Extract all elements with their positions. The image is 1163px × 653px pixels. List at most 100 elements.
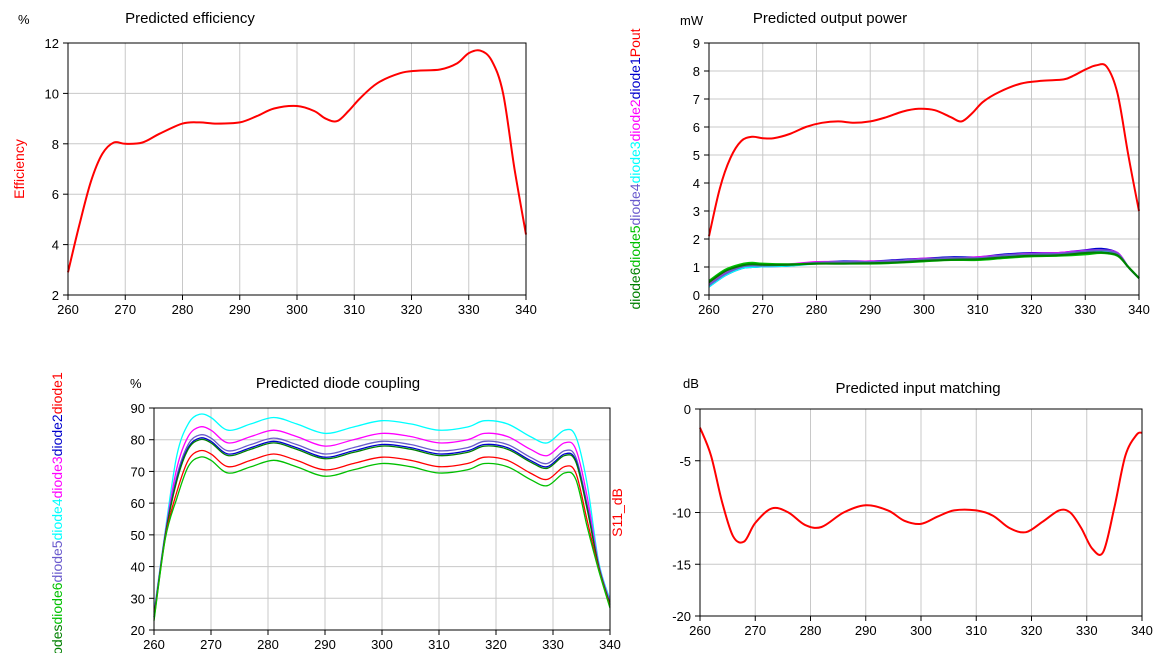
output_power-y-label-part: diode4 [627,183,643,225]
output_power-y-label-part: diode5 [627,225,643,267]
input_matching-x-tick-label: 280 [800,623,822,638]
input_matching-y-tick-label: -20 [672,609,691,624]
diode-coupling-y-axis-label: diodesdiode6diode5diode4diode3diode2diod… [49,372,65,653]
diode_coupling-x-tick-label: 300 [371,637,393,652]
diode_coupling-series-line [153,434,611,617]
input_matching-x-tick-label: 260 [689,623,711,638]
input_matching-x-tick-label: 330 [1076,623,1098,638]
efficiency-y-tick-label: 12 [45,36,59,51]
output_power-series-line [708,251,1140,284]
input_matching-series-line [699,427,1143,556]
efficiency-y-tick-label: 8 [52,137,59,152]
input_matching-x-tick-label: 320 [1021,623,1043,638]
output_power-x-tick-label: 310 [967,302,989,317]
diode_coupling-y-tick-label: 40 [131,560,145,575]
efficiency-y-tick-label: 6 [52,187,59,202]
output_power-y-label-part: diode2 [627,99,643,141]
efficiency-y-tick-label: 2 [52,288,59,303]
diode_coupling-series-line [153,426,611,615]
diode_coupling-series-line [153,438,611,618]
input_matching-x-tick-label: 340 [1131,623,1153,638]
efficiency-x-tick-label: 310 [343,302,365,317]
diode_coupling-series-line [153,413,611,613]
input_matching-y-label-part: S11_dB [609,488,625,537]
output_power-y-tick-label: 4 [693,176,700,191]
efficiency-x-tick-label: 290 [229,302,251,317]
input_matching-y-tick-label: -5 [679,454,691,469]
output_power-x-tick-label: 330 [1074,302,1096,317]
output_power-y-label-part: Pout [627,28,643,57]
diode_coupling-y-tick-label: 80 [131,433,145,448]
diode_coupling-x-tick-label: 320 [485,637,507,652]
output_power-x-tick-label: 320 [1021,302,1043,317]
output_power-y-tick-label: 9 [693,36,700,51]
efficiency-x-tick-label: 300 [286,302,308,317]
output_power-y-tick-label: 8 [693,64,700,79]
output_power-y-tick-label: 2 [693,232,700,247]
output_power-y-tick-label: 5 [693,148,700,163]
output_power-y-tick-label: 0 [693,288,700,303]
efficiency-chart-unit: % [18,12,30,27]
efficiency-y-tick-label: 4 [52,238,59,253]
diode_coupling-y-label-part: diode4 [49,498,65,540]
diode-coupling-chart: Predicted diode coupling % 260 270 280 290 3… [49,372,621,653]
diode_coupling-y-tick-label: 50 [131,528,145,543]
input-matching-chart-title: Predicted input matching [835,380,1000,397]
input-matching-chart-unit: dB [683,376,699,391]
diode_coupling-y-label-part: diode2 [49,414,65,456]
output_power-y-tick-label: 7 [693,92,700,107]
output_power-y-label-part: diode6 [627,267,643,309]
diode_coupling-y-label-part: diode5 [49,540,65,582]
output-power-chart-title: Predicted output power [753,10,907,27]
diode_coupling-x-tick-label: 340 [599,637,621,652]
diode-coupling-chart-title: Predicted diode coupling [256,375,420,392]
efficiency-x-tick-label: 270 [114,302,136,317]
efficiency-y-tick-label: 10 [45,86,59,101]
efficiency-x-tick-label: 260 [57,302,79,317]
efficiency-series-line [67,49,527,273]
diode_coupling-y-tick-label: 70 [131,464,145,479]
input-matching-chart: Predicted input matching dB 260 270 280 290… [609,376,1153,638]
output_power-x-tick-label: 260 [698,302,720,317]
output-power-chart-unit: mW [680,13,704,28]
diode_coupling-x-tick-label: 270 [200,637,222,652]
input_matching-x-tick-label: 270 [744,623,766,638]
output_power-series-line [708,63,1140,237]
diode_coupling-y-label-part: diodes [49,625,65,653]
diode_coupling-x-tick-label: 260 [143,637,165,652]
diode_coupling-y-label-part: diode3 [49,456,65,498]
output_power-x-tick-label: 290 [859,302,881,317]
output_power-x-tick-label: 300 [913,302,935,317]
output-power-chart: Predicted output power mW 260 2 7 0 280 290 30… [627,10,1150,317]
input_matching-y-tick-label: -10 [672,506,691,521]
diode_coupling-series-line [153,456,611,621]
efficiency-y-axis-label: Efficiency [11,139,27,199]
diode_coupling-y-tick-label: 60 [131,496,145,511]
diode_coupling-x-tick-label: 310 [428,637,450,652]
output_power-x-tick-label: 340 [1128,302,1150,317]
input_matching-y-tick-label: -15 [672,557,691,572]
input-matching-y-axis-label: S11_dB [609,488,625,537]
output_power-y-tick-label: 6 [693,120,700,135]
efficiency-y-label-part: Efficiency [11,139,27,199]
efficiency-x-tick-label: 340 [515,302,537,317]
efficiency-x-tick-label: 280 [172,302,194,317]
diode_coupling-x-tick-label: 290 [314,637,336,652]
efficiency-x-tick-label: 330 [458,302,480,317]
input_matching-x-tick-label: 310 [965,623,987,638]
output_power-y-label-part: diode1 [627,57,643,99]
diode_coupling-series-line [153,437,611,618]
diode-coupling-chart-unit: % [130,376,142,391]
input_matching-y-tick-label: 0 [684,402,691,417]
diode_coupling-y-tick-label: 90 [131,401,145,416]
diode_coupling-x-tick-label: 330 [542,637,564,652]
diode_coupling-y-label-part: diode6 [49,582,65,624]
efficiency-x-tick-label: 320 [401,302,423,317]
diode_coupling-y-tick-label: 30 [131,591,145,606]
output_power-y-tick-label: 3 [693,204,700,219]
output_power-x-tick-label: 280 [806,302,828,317]
efficiency-chart: Predicted efficiency % 260 270 280 290 300 31… [11,10,537,317]
diode_coupling-y-tick-label: 20 [131,623,145,638]
efficiency-chart-title: Predicted efficiency [125,10,255,27]
